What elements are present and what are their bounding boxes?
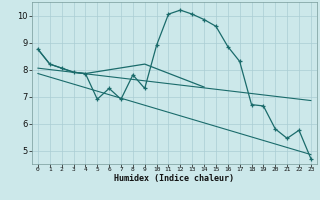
X-axis label: Humidex (Indice chaleur): Humidex (Indice chaleur) bbox=[115, 174, 234, 183]
